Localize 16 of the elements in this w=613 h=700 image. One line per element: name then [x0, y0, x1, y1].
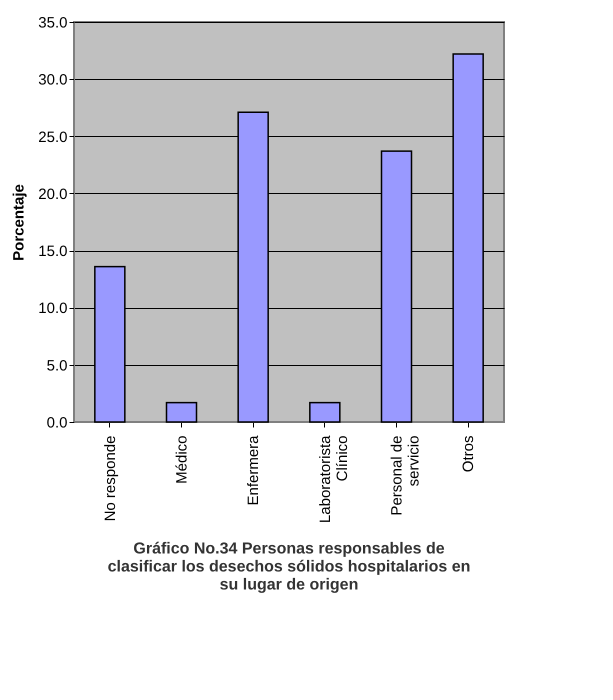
- y-tick-label: 10.0: [38, 300, 68, 318]
- y-tick-label: 35.0: [38, 14, 68, 32]
- y-tick-label: 5.0: [46, 357, 68, 374]
- x-tick-label: Médico: [174, 436, 190, 484]
- y-tick-label: 0.0: [46, 414, 68, 432]
- y-tick-label: 20.0: [38, 186, 68, 203]
- text: Gráfico No.34 Personas responsables de clasificar los desechos sólidos hospitalarios en su lugar de origen: [108, 540, 470, 594]
- x-tick-label: No responde: [102, 436, 119, 522]
- y-tick-label: 25.0: [38, 128, 68, 146]
- x-tick-label: Otros: [460, 436, 478, 472]
- x-tick-label: Laboratorista Clínico: [316, 434, 351, 524]
- x-tick-label: Enfermera: [245, 434, 262, 506]
- y-tick-label: 15.0: [38, 243, 68, 260]
- x-tick-label: Personal de servicio: [388, 436, 422, 516]
- y-axis-title: Porcentaje: [10, 184, 28, 261]
- y-tick-label: 30.0: [38, 72, 68, 89]
